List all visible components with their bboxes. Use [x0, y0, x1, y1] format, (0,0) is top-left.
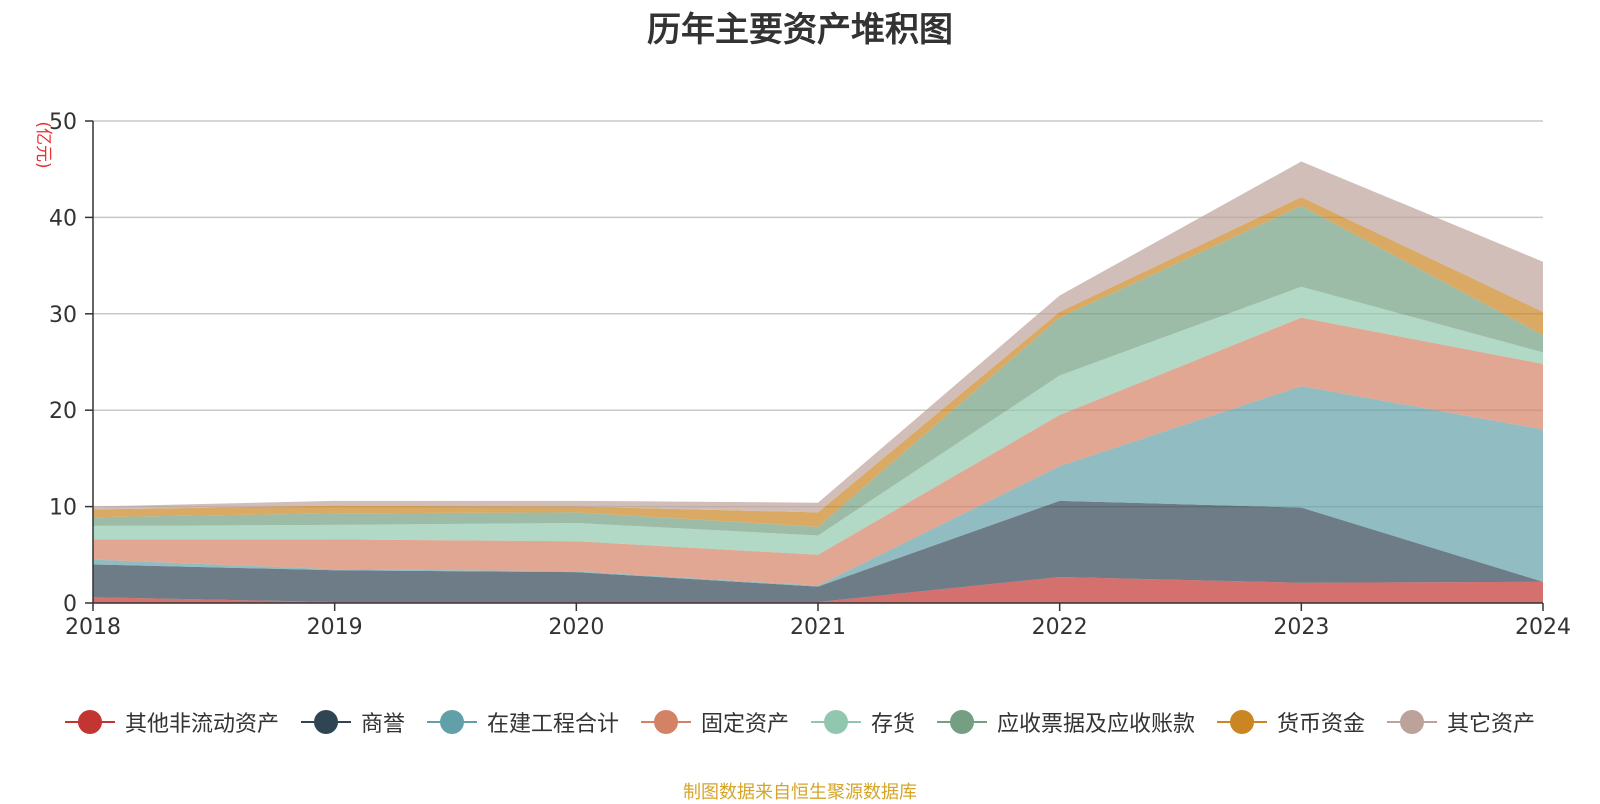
- y-tick-label: 40: [49, 206, 77, 231]
- legend-label: 应收票据及应收账款: [997, 712, 1196, 737]
- legend-item[interactable]: 固定资产: [640, 706, 789, 738]
- legend-symbol-icon: [937, 710, 988, 734]
- legend-label: 其他非流动资产: [124, 712, 279, 737]
- y-tick-label: 50: [49, 110, 77, 135]
- area-series-存货[interactable]: [93, 286, 1543, 555]
- y-tick-label: 10: [49, 496, 77, 521]
- area-series-其它资产[interactable]: [93, 161, 1543, 513]
- legend-label: 存货: [871, 712, 916, 737]
- x-tick-label: 2018: [65, 615, 121, 640]
- y-axis-unit-label: (亿元): [33, 121, 53, 168]
- legend-item[interactable]: 其它资产: [1387, 706, 1535, 738]
- legend-label: 其它资产: [1447, 712, 1536, 737]
- x-tick-label: 2021: [790, 615, 846, 640]
- legend-item[interactable]: 在建工程合计: [426, 706, 619, 738]
- legend-symbol-icon: [1217, 710, 1268, 734]
- legend-label: 在建工程合计: [486, 712, 619, 737]
- legend-item[interactable]: 货币资金: [1217, 706, 1365, 738]
- area-series-应收票据及应收账款[interactable]: [93, 205, 1543, 536]
- legend-label: 货币资金: [1277, 712, 1366, 737]
- legend-label: 商誉: [360, 712, 405, 737]
- legend-item[interactable]: 应收票据及应收账款: [937, 706, 1195, 738]
- legend-symbol-icon: [300, 710, 351, 734]
- chart-title: 历年主要资产堆积图: [647, 10, 953, 50]
- legend-symbol-icon: [426, 710, 477, 734]
- legend-symbol-icon: [1387, 710, 1438, 734]
- x-tick-label: 2023: [1273, 615, 1329, 640]
- legend-symbol-icon: [640, 710, 691, 734]
- y-tick-label: 20: [49, 399, 77, 424]
- area-series: [93, 161, 1543, 603]
- legend-item[interactable]: 存货: [811, 706, 915, 738]
- axes: 0 10 20 30 40 50 2018 2019 2020 2021 2022 2023 2024: [49, 110, 1571, 640]
- area-series-商誉[interactable]: [93, 500, 1543, 603]
- legend-item[interactable]: 其他非流动资产: [64, 706, 279, 738]
- area-series-其他非流动资产[interactable]: [93, 576, 1543, 603]
- legend-label: 固定资产: [700, 712, 789, 737]
- legend: 其他非流动资产 商誉 在建工程合计 固定资产 存货 应收票据及应收账款 货币资金 其它资产: [0, 706, 1600, 738]
- area-series-在建工程合计[interactable]: [93, 386, 1543, 587]
- x-tick-label: 2019: [307, 615, 363, 640]
- y-tick-label: 30: [49, 303, 77, 328]
- legend-item[interactable]: 商誉: [300, 706, 405, 738]
- area-series-固定资产[interactable]: [93, 317, 1543, 586]
- x-tick-label: 2022: [1032, 615, 1088, 640]
- x-tick-label: 2020: [548, 615, 604, 640]
- y-tick-label: 0: [63, 592, 77, 617]
- source-note: 制图数据来自恒生聚源数据库: [683, 782, 917, 803]
- legend-symbol-icon: [811, 710, 861, 734]
- legend-symbol-icon: [64, 710, 115, 734]
- x-tick-label: 2024: [1515, 615, 1571, 640]
